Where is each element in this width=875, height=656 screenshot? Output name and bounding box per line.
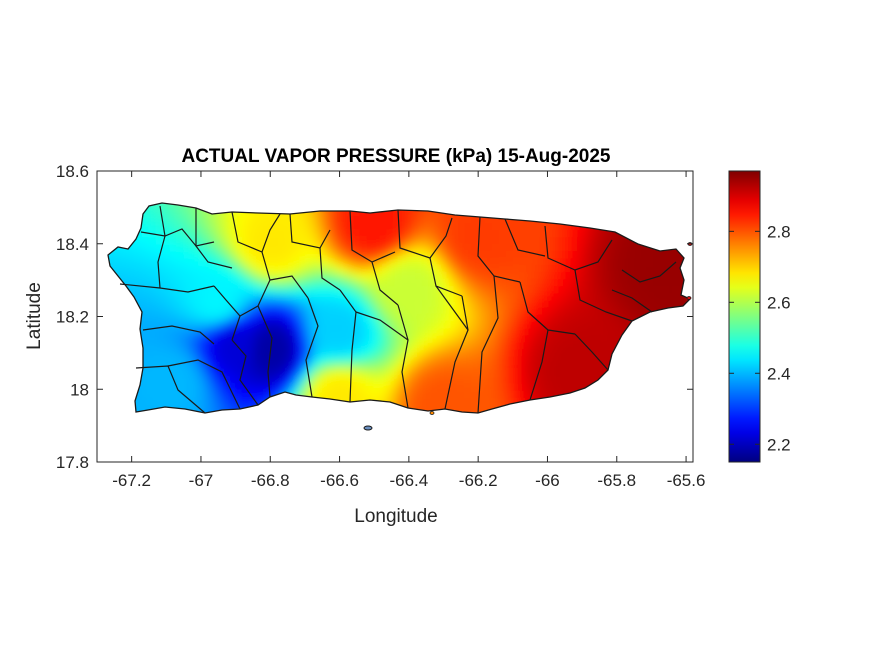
y-tick-label: 17.8 bbox=[56, 453, 89, 472]
y-axis-ticks: 17.8 18 18.2 18.4 18.6 bbox=[56, 162, 693, 472]
x-tick-label: -66.6 bbox=[320, 471, 359, 490]
colorbar-tick-label: 2.6 bbox=[767, 293, 791, 312]
x-axis-ticks: -67.2 -67 -66.8 -66.6 -66.4 -66.2 -66 -65.8 -65.… bbox=[112, 171, 705, 490]
x-tick-label: -66.4 bbox=[389, 471, 428, 490]
x-tick-label: -66.8 bbox=[251, 471, 290, 490]
coastline bbox=[107, 202, 692, 414]
colorbar-ticks: 2.2 2.4 2.6 2.8 bbox=[729, 222, 791, 454]
colorbar-tick-label: 2.4 bbox=[767, 364, 791, 383]
x-tick-label: -66.2 bbox=[459, 471, 498, 490]
colorbar-tick-label: 2.8 bbox=[767, 222, 791, 241]
x-tick-label: -65.8 bbox=[597, 471, 636, 490]
x-tick-label: -66 bbox=[535, 471, 560, 490]
municipal-boundaries bbox=[119, 205, 677, 414]
y-tick-label: 18 bbox=[70, 380, 89, 399]
x-tick-label: -67 bbox=[189, 471, 214, 490]
x-tick-label: -65.6 bbox=[667, 471, 706, 490]
y-axis-label: Latitude bbox=[24, 282, 45, 350]
y-tick-label: 18.4 bbox=[56, 235, 89, 254]
x-axis-label: Longitude bbox=[354, 506, 437, 527]
colorbar bbox=[728, 170, 761, 463]
map-title: ACTUAL VAPOR PRESSURE (kPa) 15-Aug-2025 bbox=[181, 146, 610, 167]
x-tick-label: -67.2 bbox=[112, 471, 151, 490]
y-tick-label: 18.6 bbox=[56, 162, 89, 181]
y-tick-label: 18.2 bbox=[56, 308, 89, 327]
colorbar-tick-label: 2.2 bbox=[767, 435, 791, 454]
offshore-islets bbox=[363, 242, 693, 431]
